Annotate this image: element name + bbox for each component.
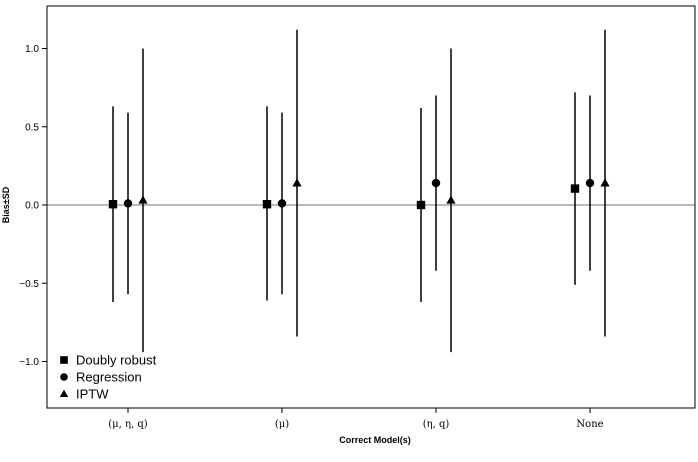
plot-area: [47, 29, 695, 353]
iptw-point: [446, 195, 456, 204]
x-tick-label: (μ): [275, 419, 289, 430]
iptw-legend-label: IPTW: [76, 387, 109, 402]
doubly-robust-point: [262, 200, 272, 209]
regression-legend-label: Regression: [76, 370, 142, 385]
y-tick-label: 0.0: [25, 201, 39, 212]
iptw-legend-marker: [59, 389, 69, 398]
doubly-robust-point: [570, 184, 580, 193]
axes: −1.0 −0.5 0.0 0.5 1.0 (μ, η, q) (μ) (η, q) None: [19, 5, 696, 430]
x-tick-label: (η, q): [423, 419, 450, 430]
regression-point: [277, 199, 287, 208]
doubly-robust-legend-marker: [60, 356, 68, 364]
y-tick-label: −1.0: [19, 357, 39, 368]
x-axis-title: Correct Model(s): [339, 435, 411, 445]
regression-point: [431, 178, 441, 188]
doubly-robust-point: [108, 200, 118, 209]
doubly-robust-point: [416, 200, 426, 210]
regression-point: [123, 199, 133, 208]
y-tick-label: 0.5: [25, 122, 39, 133]
y-tick-label: −0.5: [19, 279, 39, 290]
regression-legend-marker: [60, 373, 68, 381]
x-tick-label: (μ, η, q): [108, 419, 148, 430]
plot-frame: [46, 5, 696, 409]
regression-point: [585, 178, 595, 188]
legend: Doubly robust Regression IPTW: [59, 353, 157, 402]
iptw-point: [138, 195, 148, 204]
doubly-robust-legend-label: Doubly robust: [76, 353, 157, 368]
iptw-point: [292, 178, 302, 187]
y-tick-label: 1.0: [25, 44, 39, 55]
y-axis-title: Bias±SD: [1, 186, 11, 223]
x-tick-label: None: [576, 419, 603, 430]
iptw-point: [600, 178, 610, 187]
